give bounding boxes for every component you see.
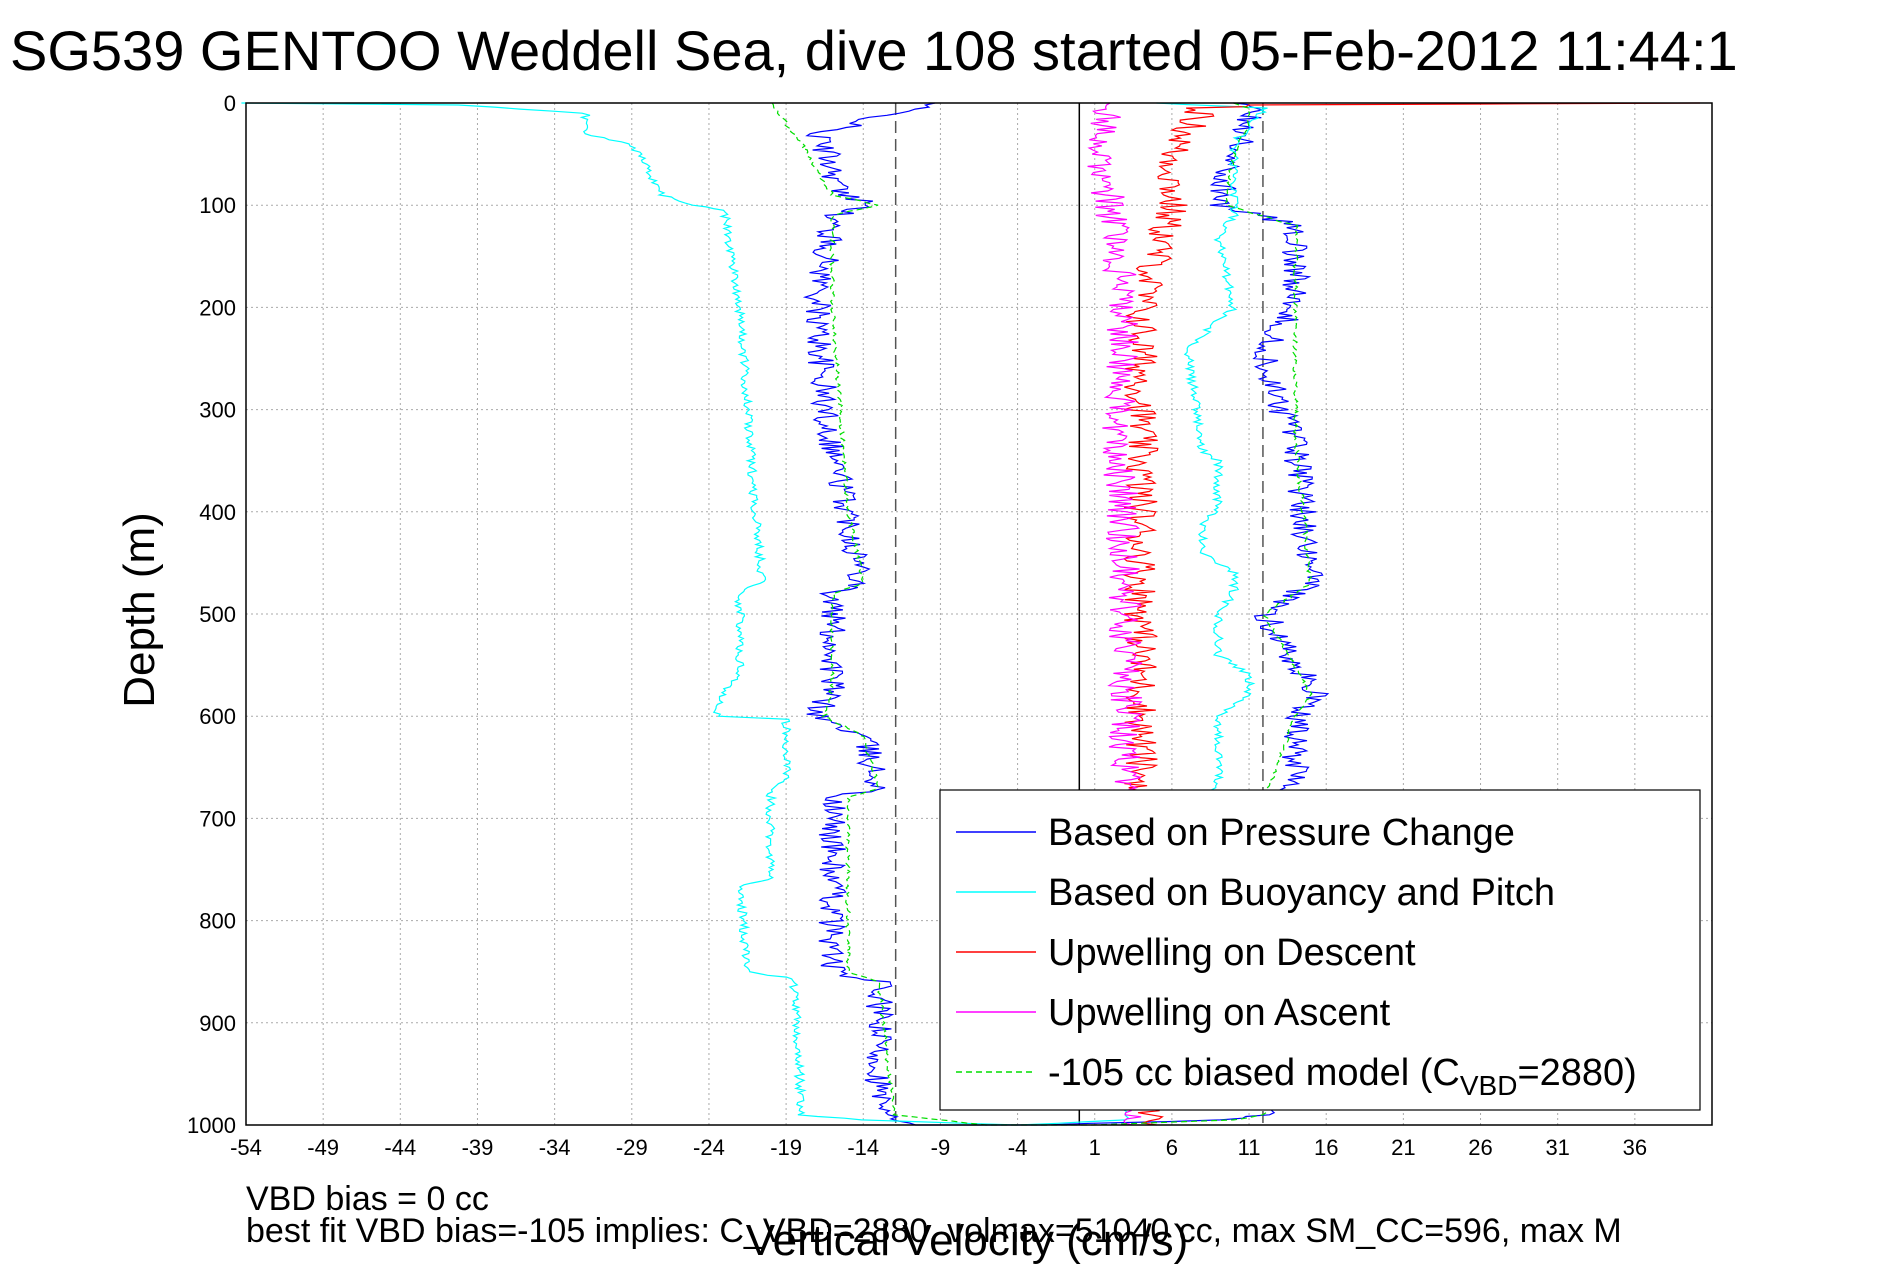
x-tick-label: 21	[1391, 1135, 1415, 1160]
series-line-1	[241, 102, 1268, 1126]
y-tick-label: 600	[199, 704, 236, 729]
y-tick-label: 500	[199, 602, 236, 627]
legend-label: Based on Pressure Change	[1048, 812, 1515, 854]
y-tick-label: 0	[224, 91, 236, 116]
y-tick-label: 700	[199, 806, 236, 831]
x-tick-label: 31	[1545, 1135, 1569, 1160]
y-tick-label: 1000	[187, 1113, 236, 1138]
legend-box	[939, 789, 1701, 1111]
x-tick-label: 11	[1238, 1135, 1261, 1160]
x-tick-label: -34	[539, 1135, 571, 1160]
x-tick-label: 16	[1314, 1135, 1338, 1160]
x-tick-label: 36	[1623, 1135, 1647, 1160]
legend-label: -105 cc biased model (CVBD=2880)	[1048, 1052, 1637, 1101]
x-tick-label: -49	[307, 1135, 339, 1160]
y-tick-label: 100	[199, 193, 236, 218]
x-tick-label: 1	[1089, 1135, 1101, 1160]
x-tick-label: -44	[384, 1135, 416, 1160]
y-tick-label: 900	[199, 1011, 236, 1036]
chart-title: SG539 GENTOO Weddell Sea, dive 108 start…	[10, 19, 1738, 82]
legend-label: Upwelling on Ascent	[1048, 992, 1391, 1034]
legend: Based on Pressure Change Based on Buoyanc…	[939, 789, 1701, 1111]
x-tick-label: -9	[931, 1135, 951, 1160]
x-tick-label: -54	[230, 1135, 262, 1160]
x-tick-label: -19	[770, 1135, 802, 1160]
y-tick-label: 300	[199, 398, 236, 423]
x-tick-label: -14	[847, 1135, 879, 1160]
y-tick-label: 400	[199, 500, 236, 525]
x-tick-label: -39	[462, 1135, 494, 1160]
plot-frame	[245, 102, 1713, 1126]
y-tick-label: 200	[199, 295, 236, 320]
x-tick-label: -4	[1008, 1135, 1028, 1160]
x-axis-label: Vertical Velocity (cm/s)	[745, 1216, 1189, 1265]
x-tick-label: -29	[616, 1135, 648, 1160]
vbd-bias-note: VBD bias = 0 cc	[246, 1180, 489, 1218]
legend-label: Upwelling on Descent	[1048, 932, 1416, 974]
x-tick-label: -24	[693, 1135, 725, 1160]
x-tick-label: 26	[1468, 1135, 1492, 1160]
tick-labels: -54 -49 -44 -39 -34 -29 -24 -19 -14 -9 -4 1 6 11 16 21 2…	[187, 91, 1647, 1160]
best-fit-note: best fit VBD bias=-105 implies: C_VBD=28…	[246, 1212, 1622, 1250]
legend-label: Based on Buoyancy and Pitch	[1048, 872, 1555, 914]
y-tick-label: 800	[199, 909, 236, 934]
x-tick-label: 6	[1166, 1135, 1178, 1160]
